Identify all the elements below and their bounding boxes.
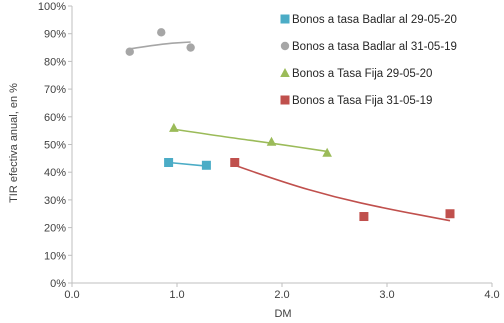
y-axis-title: TIR efectiva anual, en % bbox=[8, 83, 20, 203]
data-point-series-1 bbox=[201, 160, 211, 170]
legend-marker-series-4 bbox=[280, 95, 290, 105]
data-point-series-3 bbox=[266, 136, 277, 146]
data-point-series-2 bbox=[125, 47, 134, 56]
y-tick-label: 60% bbox=[44, 112, 66, 124]
legend-label-series-2: Bonos a tasa Badlar al 31-05-19 bbox=[292, 41, 457, 53]
trendline-series-2 bbox=[129, 41, 191, 50]
y-tick-label: 40% bbox=[44, 167, 66, 179]
data-point-series-4 bbox=[230, 158, 240, 168]
data-point-series-4 bbox=[359, 212, 369, 222]
axes: 0% 10% 20% 30% 40% 50% 60% 70% 80% 90% 100% 0.0 1.0 2… bbox=[38, 1, 500, 301]
data-point-series-2 bbox=[157, 28, 166, 37]
legend-marker-series-3 bbox=[280, 68, 290, 77]
data-point-series-2 bbox=[186, 43, 195, 52]
y-tick-label: 90% bbox=[44, 29, 66, 41]
x-tick-label: 4.0 bbox=[484, 289, 499, 301]
y-tick-label: 50% bbox=[44, 140, 66, 152]
x-tick-label: 1.0 bbox=[169, 289, 184, 301]
y-tick-label: 20% bbox=[44, 223, 66, 235]
legend-label-series-4: Bonos a Tasa Fija 31-05-19 bbox=[292, 95, 432, 107]
data-point-series-3 bbox=[322, 147, 332, 157]
trendline-series-4 bbox=[234, 164, 451, 222]
y-tick-label: 80% bbox=[44, 56, 66, 68]
y-tick-label: 100% bbox=[38, 1, 66, 13]
x-tick-label: 0.0 bbox=[64, 289, 79, 301]
y-tick-label: 10% bbox=[44, 250, 66, 262]
legend-label-series-1: Bonos a tasa Badlar al 29-05-20 bbox=[292, 14, 457, 26]
x-axis-title: DM bbox=[274, 308, 291, 320]
y-tick-label: 70% bbox=[44, 84, 66, 96]
x-tick-label: 3.0 bbox=[379, 289, 394, 301]
legend-label-series-3: Bonos a Tasa Fija 29-05-20 bbox=[292, 68, 432, 80]
data-point-series-4 bbox=[445, 209, 455, 219]
legend-marker-series-1 bbox=[280, 14, 290, 24]
legend: Bonos a tasa Badlar al 29-05-20 Bonos a t… bbox=[280, 14, 457, 107]
y-tick-label: 0% bbox=[50, 278, 66, 290]
trendline-series-3 bbox=[173, 128, 328, 153]
trendline-series-1 bbox=[168, 161, 207, 167]
data-point-series-3 bbox=[169, 122, 179, 132]
data-point-series-1 bbox=[164, 158, 174, 168]
trendlines bbox=[129, 41, 451, 222]
data-points bbox=[125, 28, 455, 222]
y-tick-label: 30% bbox=[44, 195, 66, 207]
x-tick-label: 2.0 bbox=[274, 289, 289, 301]
legend-marker-series-2 bbox=[280, 41, 290, 51]
